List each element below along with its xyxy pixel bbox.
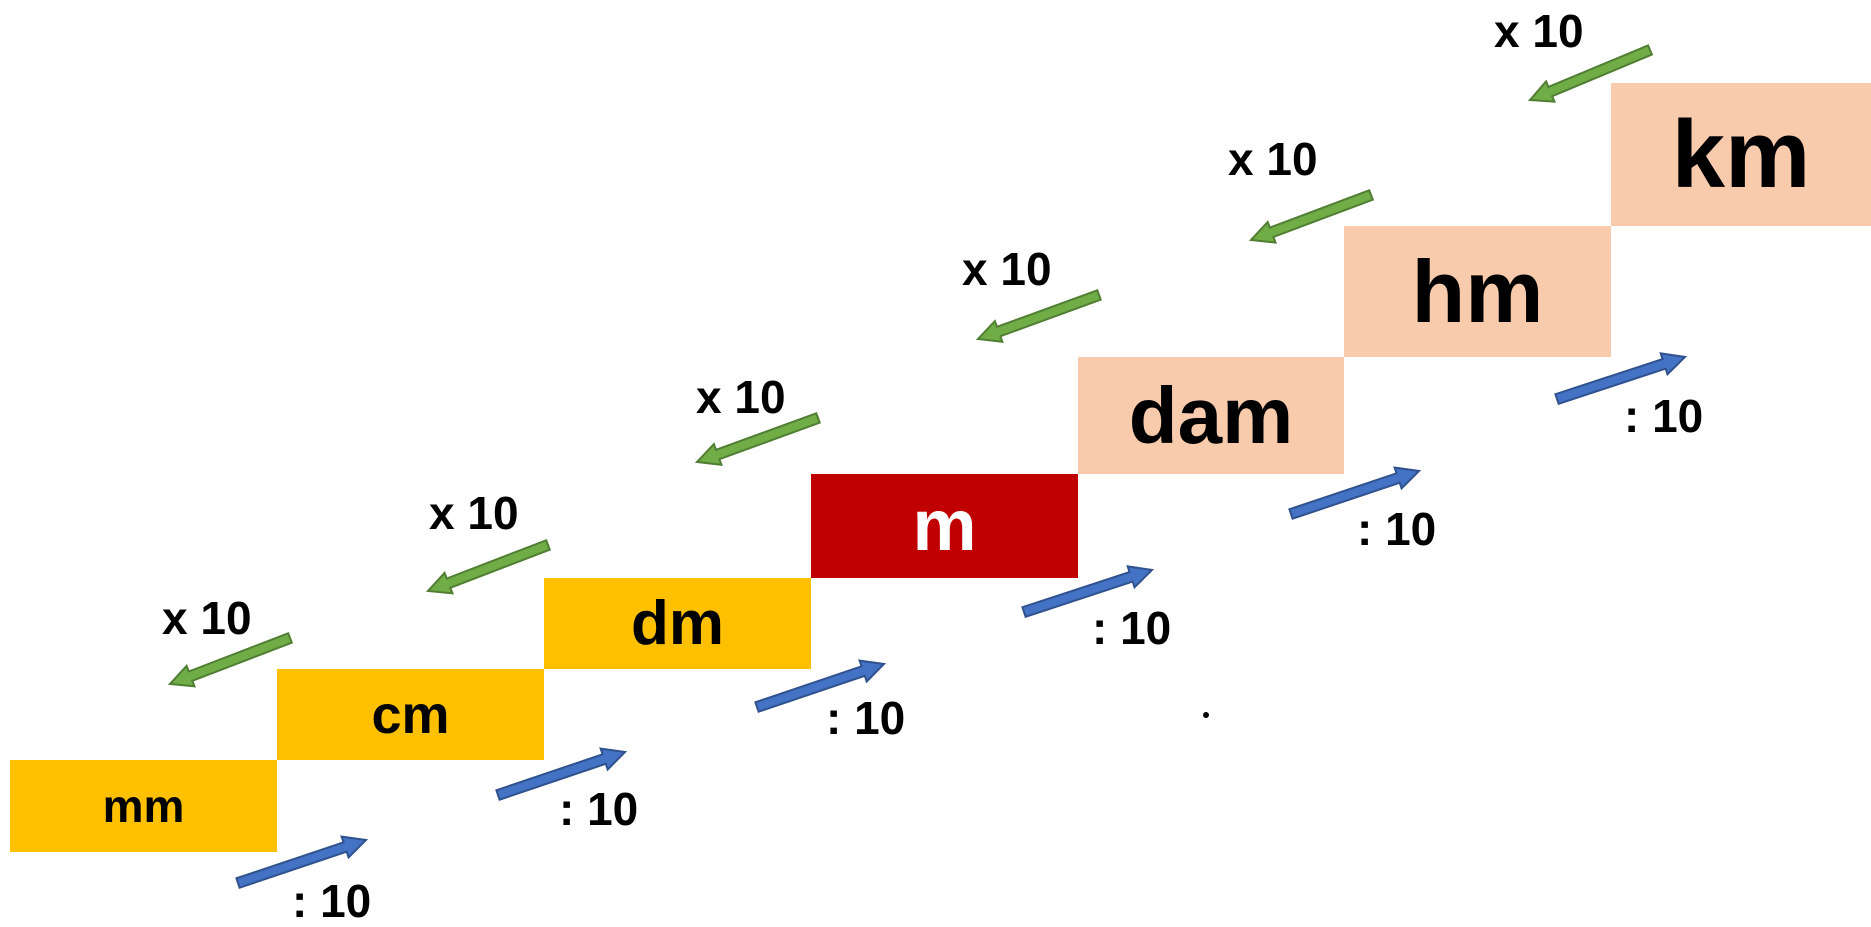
- multiply-label: x 10: [1228, 133, 1318, 185]
- multiply-label: x 10: [429, 487, 519, 539]
- multiply-label: x 10: [1494, 5, 1584, 57]
- unit-label-dam: dam: [1128, 370, 1294, 460]
- unit-label-cm: cm: [371, 684, 450, 745]
- multiply-arrow-icon: [167, 632, 294, 688]
- unit-box-mm: mm: [10, 760, 277, 852]
- divide-arrow-icon: [1021, 565, 1155, 619]
- unit-box-dam: dam: [1078, 357, 1344, 474]
- divide-arrow-icon: [1288, 466, 1422, 520]
- unit-box-m: m: [811, 474, 1078, 578]
- unit-label-mm: mm: [102, 780, 185, 832]
- unit-box-cm: cm: [277, 669, 544, 760]
- unit-label-hm: hm: [1411, 241, 1544, 341]
- multiply-label: x 10: [162, 592, 252, 644]
- divide-label: : 10: [826, 692, 906, 744]
- multiply-arrow-icon: [1248, 189, 1375, 244]
- divide-label: : 10: [1624, 390, 1704, 442]
- unit-label-dm: dm: [631, 588, 724, 658]
- divide-arrow-icon: [495, 747, 628, 801]
- divide-arrow-icon: [754, 659, 887, 713]
- multiply-arrow-icon: [425, 539, 552, 595]
- multiply-arrow-icon: [694, 412, 821, 466]
- divide-label: : 10: [292, 875, 372, 927]
- multiply-label: x 10: [696, 371, 786, 423]
- unit-box-km: km: [1611, 83, 1871, 226]
- divide-label: : 10: [1357, 503, 1437, 555]
- stray-dot: [1203, 712, 1209, 718]
- unit-label-m: m: [912, 486, 977, 566]
- multiply-label: x 10: [962, 243, 1052, 295]
- divide-arrow-icon: [1554, 352, 1688, 406]
- unit-box-dm: dm: [544, 578, 811, 669]
- divide-arrow-icon: [235, 835, 369, 889]
- multiply-arrow-icon: [1527, 44, 1654, 103]
- divide-label: : 10: [559, 783, 639, 835]
- multiply-arrow-icon: [975, 289, 1102, 343]
- divide-label: : 10: [1092, 602, 1172, 654]
- unit-box-hm: hm: [1344, 226, 1611, 357]
- unit-label-km: km: [1671, 100, 1811, 208]
